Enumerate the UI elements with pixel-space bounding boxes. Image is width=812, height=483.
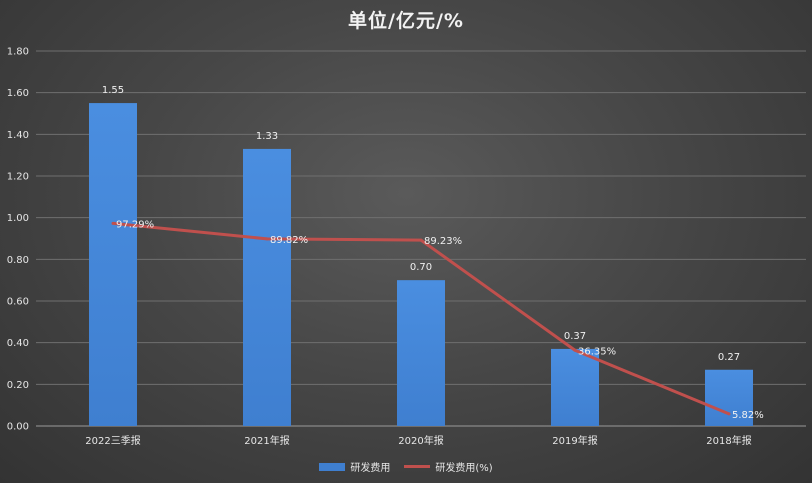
legend-swatch-bar [319, 462, 346, 471]
line-data-label: 36.35% [578, 346, 616, 357]
bar [397, 280, 445, 426]
bar [243, 148, 291, 426]
bar-data-label: 1.55 [102, 85, 124, 96]
x-tick-label: 2018年报 [706, 434, 751, 447]
x-tick-label: 2021年报 [244, 434, 289, 447]
line-data-label: 5.82% [732, 410, 764, 421]
bar-data-label: 0.37 [564, 331, 586, 342]
legend-item-line[interactable]: 研发费用(%) [404, 459, 493, 474]
y-tick-label: 0.40 [7, 338, 29, 349]
y-tick-label: 1.00 [7, 213, 29, 224]
legend-swatch-line [404, 465, 431, 468]
x-tick-label: 2022三季报 [85, 434, 140, 447]
y-tick-label: 0.00 [7, 422, 29, 433]
x-tick-label: 2019年报 [552, 434, 597, 447]
y-tick-label: 0.60 [7, 297, 29, 308]
line-point [573, 348, 577, 352]
legend-label-bar: 研发费用 [350, 463, 391, 474]
line-point [265, 237, 269, 241]
bar [551, 348, 599, 426]
line-data-label: 97.29% [116, 219, 154, 230]
bar [89, 103, 137, 426]
bar-data-label: 1.33 [256, 131, 278, 142]
line-point [419, 238, 423, 242]
bar-data-label: 0.27 [718, 352, 740, 363]
bar [705, 369, 753, 426]
legend-label-line: 研发费用(%) [435, 463, 493, 474]
legend-item-bar[interactable]: 研发费用 [319, 459, 390, 474]
line-point [727, 412, 731, 416]
bar-data-label: 0.70 [410, 262, 432, 273]
line-point [111, 221, 115, 225]
y-tick-label: 0.80 [7, 255, 29, 266]
chart-legend: 研发费用 研发费用(%) [0, 459, 812, 474]
line-data-label: 89.23% [424, 236, 462, 247]
y-tick-label: 1.60 [7, 88, 29, 99]
y-tick-label: 1.40 [7, 130, 29, 141]
y-tick-label: 1.80 [7, 47, 29, 58]
x-tick-label: 2020年报 [398, 434, 443, 447]
y-tick-label: 1.20 [7, 172, 29, 183]
y-tick-label: 0.20 [7, 380, 29, 391]
line-data-label: 89.82% [270, 235, 308, 246]
chart-title: 单位/亿元/% [348, 10, 464, 32]
